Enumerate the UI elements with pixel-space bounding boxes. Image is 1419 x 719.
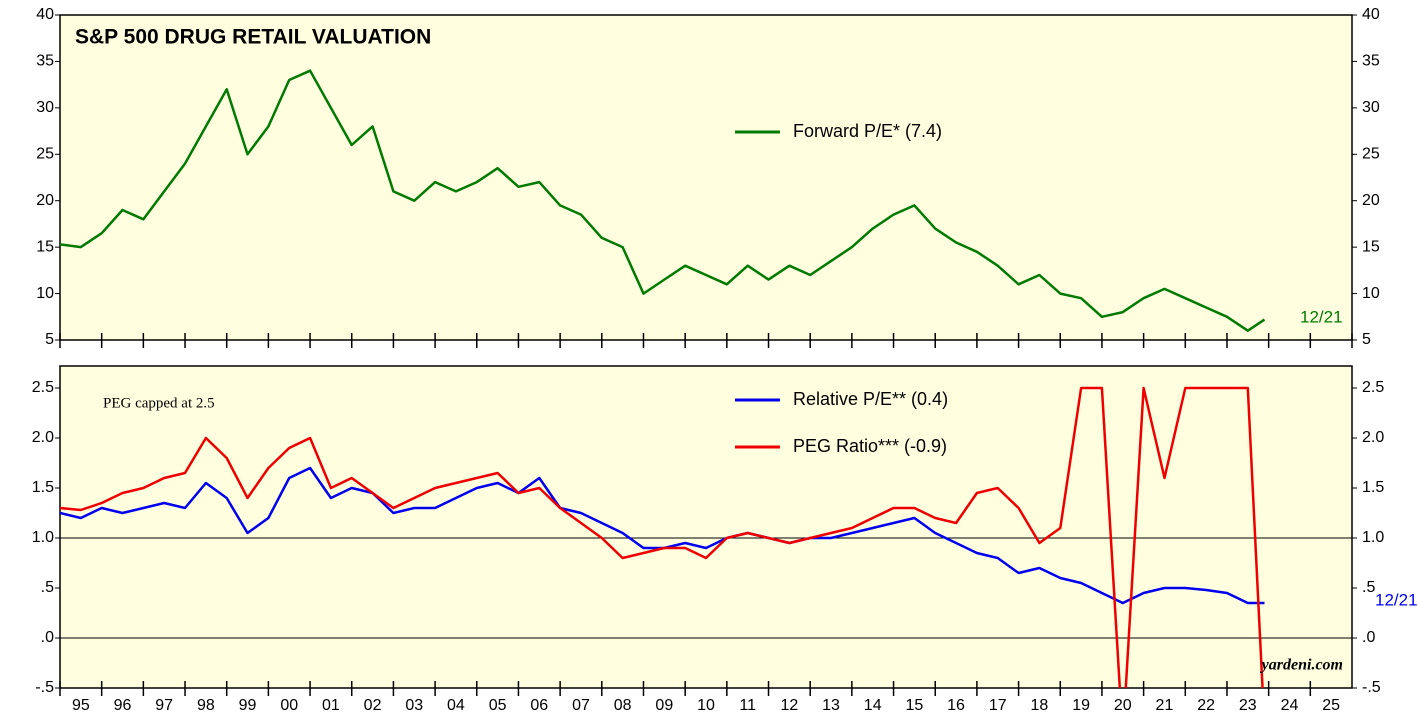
x-tick-label: 98 bbox=[197, 697, 215, 714]
x-tick-label: 99 bbox=[239, 697, 257, 714]
y-tick-label-right: 35 bbox=[1362, 53, 1380, 70]
y-tick-label-right: 1.0 bbox=[1362, 529, 1384, 546]
y-tick-label-right: 2.5 bbox=[1362, 379, 1384, 396]
y-tick-label: 10 bbox=[36, 285, 54, 302]
y-tick-label: 1.5 bbox=[32, 479, 54, 496]
y-tick-label: 5 bbox=[45, 331, 54, 348]
y-tick-label: .0 bbox=[41, 629, 54, 646]
x-tick-label: 05 bbox=[489, 697, 507, 714]
x-tick-label: 22 bbox=[1197, 697, 1215, 714]
x-tick-label: 11 bbox=[739, 697, 756, 714]
y-tick-label: 2.5 bbox=[32, 379, 54, 396]
plot-area bbox=[59, 14, 1353, 341]
y-tick-label-right: .0 bbox=[1362, 629, 1375, 646]
x-tick-label: 06 bbox=[530, 697, 548, 714]
annotation: yardeni.com bbox=[1260, 657, 1343, 674]
series-group bbox=[60, 69, 1266, 332]
y-tick-label: 1.0 bbox=[32, 529, 54, 546]
y-tick-label-right: 25 bbox=[1362, 146, 1380, 163]
y-tick-label-right: 40 bbox=[1362, 6, 1380, 23]
x-tick-label: 23 bbox=[1239, 697, 1257, 714]
chart-title: S&P 500 DRUG RETAIL VALUATION bbox=[75, 26, 431, 49]
x-tick-label: 25 bbox=[1322, 697, 1340, 714]
x-tick-label: 08 bbox=[614, 697, 632, 714]
y-tick-label: 20 bbox=[36, 192, 54, 209]
x-tick-label: 04 bbox=[447, 697, 465, 714]
x-tick-label: 03 bbox=[405, 697, 423, 714]
x-tick-label: 02 bbox=[364, 697, 382, 714]
legend-label: PEG Ratio*** (-0.9) bbox=[793, 436, 947, 456]
x-tick-label: 96 bbox=[114, 697, 132, 714]
x-tick-label: 20 bbox=[1114, 697, 1132, 714]
x-tick-label: 14 bbox=[864, 697, 882, 714]
x-tick-label: 07 bbox=[572, 697, 590, 714]
x-tick-label: 95 bbox=[72, 697, 90, 714]
y-tick-label: 30 bbox=[36, 99, 54, 116]
x-tick-label: 13 bbox=[822, 697, 840, 714]
y-tick-label: 40 bbox=[36, 6, 54, 23]
x-tick-label: 97 bbox=[155, 697, 173, 714]
x-tick-label: 00 bbox=[280, 697, 298, 714]
x-tick-label: 12 bbox=[780, 697, 798, 714]
y-tick-label: 2.0 bbox=[32, 429, 54, 446]
series-line bbox=[60, 69, 1266, 332]
x-tick-label: 21 bbox=[1156, 697, 1174, 714]
y-tick-label-right: 15 bbox=[1362, 238, 1380, 255]
y-tick-label: 15 bbox=[36, 238, 54, 255]
x-tick-label: 16 bbox=[947, 697, 965, 714]
y-tick-label: .5 bbox=[41, 579, 54, 596]
x-tick-label: 19 bbox=[1072, 697, 1090, 714]
y-tick-label-right: 10 bbox=[1362, 285, 1380, 302]
x-tick-label: 18 bbox=[1031, 697, 1049, 714]
series-group bbox=[60, 386, 1265, 688]
legend-label: Relative P/E** (0.4) bbox=[793, 389, 948, 409]
legend-label: Forward P/E* (7.4) bbox=[793, 121, 942, 141]
y-tick-label: 35 bbox=[36, 53, 54, 70]
y-tick-label: -.5 bbox=[35, 679, 54, 696]
series-line bbox=[60, 386, 1264, 688]
x-tick-label: 17 bbox=[989, 697, 1007, 714]
annotation: 12/21 bbox=[1300, 307, 1343, 326]
x-tick-label: 01 bbox=[322, 697, 340, 714]
y-tick-label-right: 30 bbox=[1362, 99, 1380, 116]
x-tick-label: 24 bbox=[1281, 697, 1299, 714]
y-tick-label-right: .5 bbox=[1362, 579, 1375, 596]
y-tick-label-right: 2.0 bbox=[1362, 429, 1384, 446]
annotation: PEG capped at 2.5 bbox=[103, 395, 215, 411]
y-tick-label-right: 20 bbox=[1362, 192, 1380, 209]
x-tick-label: 09 bbox=[655, 697, 673, 714]
y-tick-label: 25 bbox=[36, 146, 54, 163]
x-tick-label: 10 bbox=[697, 697, 715, 714]
plot-area bbox=[59, 365, 1353, 689]
y-tick-label-right: 1.5 bbox=[1362, 479, 1384, 496]
annotation: 12/21 bbox=[1375, 590, 1418, 609]
y-tick-label-right: 5 bbox=[1362, 331, 1371, 348]
x-tick-label: 15 bbox=[905, 697, 923, 714]
y-tick-label-right: -.5 bbox=[1362, 679, 1381, 696]
